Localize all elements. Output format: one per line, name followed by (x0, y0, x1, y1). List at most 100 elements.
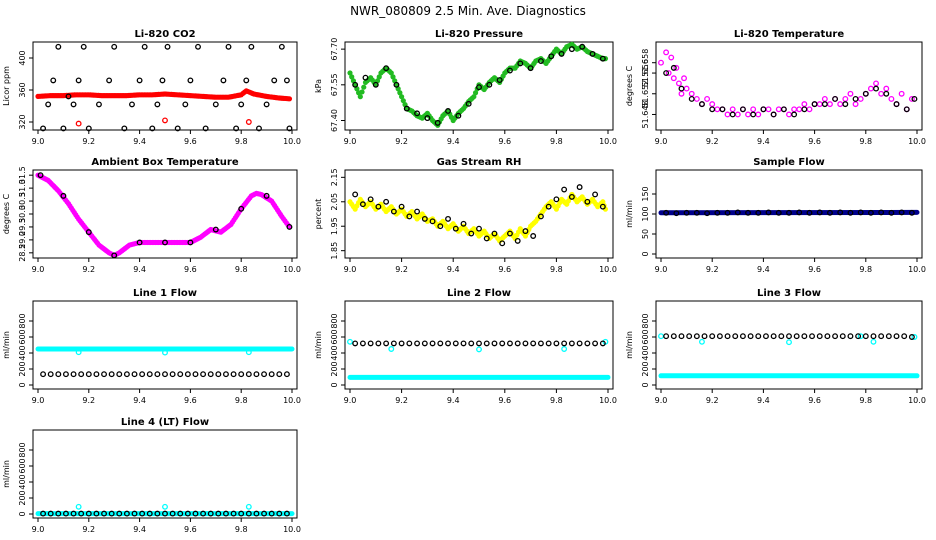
data-point (873, 85, 879, 92)
data-point (522, 228, 529, 235)
data-point (429, 218, 436, 225)
data-point (837, 209, 844, 216)
data-point (283, 371, 290, 378)
data-point (207, 510, 214, 517)
data-point (45, 101, 52, 108)
data-point (406, 340, 413, 347)
panel-8: Line 2 Flow ml/min 9.0 9.2 9.4 9.6 9.8 10.0 0 200… (314, 288, 617, 405)
data-point (93, 371, 100, 378)
data-point (108, 510, 115, 517)
data-point (514, 237, 521, 244)
x-tick-label: 9.8 (859, 137, 872, 146)
data-point (195, 43, 201, 50)
data-series (35, 88, 293, 102)
x-tick-label: 10.0 (283, 137, 301, 146)
x-tick-label: 9.6 (808, 137, 821, 146)
y-tick-label: 800 (641, 313, 650, 328)
data-point (472, 90, 479, 96)
x-tick-label: 10.0 (599, 265, 617, 274)
data-point (245, 503, 252, 510)
y-tick-label: 28.5 (18, 244, 27, 262)
data-point (352, 191, 359, 198)
data-point (734, 209, 741, 216)
x-tick-label: 9.0 (344, 137, 357, 146)
data-point (116, 371, 123, 378)
data-point (136, 77, 143, 84)
y-axis-label: Licor ppm (2, 66, 11, 106)
data-point (256, 125, 262, 132)
panel-grid: Li-820 CO2 Licor ppm 9.0 9.2 9.4 9.6 9.8 10.0 32… (2, 29, 926, 534)
x-tick-label: 9.2 (395, 265, 408, 274)
data-point (96, 101, 102, 108)
data-point (283, 77, 290, 84)
data-point (101, 371, 107, 378)
data-series (352, 184, 606, 247)
data-point (693, 333, 700, 340)
data-point (116, 510, 123, 517)
data-point (253, 371, 260, 378)
data-point (62, 510, 69, 517)
data-point (765, 106, 772, 113)
data-point (139, 371, 146, 378)
data-point (424, 115, 431, 122)
data-series (35, 172, 293, 259)
data-series (663, 209, 915, 217)
data-point (184, 371, 191, 378)
x-tick-label: 9.0 (32, 137, 45, 146)
data-point (745, 111, 751, 118)
data-point (729, 106, 736, 113)
data-point (568, 340, 575, 347)
data-point (139, 510, 146, 517)
data-point (159, 77, 166, 84)
data-point (816, 209, 823, 216)
y-tick-label: 2.15 (330, 168, 339, 186)
data-point (832, 333, 839, 340)
data-series (663, 64, 918, 118)
data-series (658, 49, 915, 118)
data-point (200, 510, 207, 517)
data-point (47, 510, 54, 517)
data-point (507, 67, 513, 74)
data-point (421, 340, 428, 347)
x-tick-label: 9.4 (757, 137, 770, 146)
x-tick-label: 9.6 (498, 265, 511, 274)
data-point (589, 50, 596, 57)
data-point (398, 340, 405, 347)
data-point (870, 338, 877, 345)
data-point (471, 94, 477, 100)
data-point (367, 196, 374, 203)
x-tick-label: 9.2 (82, 525, 95, 534)
data-point (162, 117, 168, 124)
data-point (579, 43, 586, 50)
data-series (75, 349, 252, 356)
data-point (245, 349, 252, 356)
data-point (40, 371, 47, 378)
data-point (271, 77, 278, 84)
data-point (37, 172, 44, 179)
data-point (827, 209, 833, 216)
data-point (359, 340, 366, 347)
data-point (561, 346, 568, 352)
data-point (278, 43, 285, 50)
data-point (663, 209, 670, 216)
data-point (154, 101, 161, 108)
data-point (786, 209, 792, 216)
data-point (568, 46, 575, 53)
data-point (796, 209, 803, 216)
y-tick-label: 200 (18, 490, 27, 505)
data-point (400, 98, 406, 104)
data-point (129, 101, 135, 108)
data-point (898, 90, 905, 97)
data-point (106, 77, 113, 84)
data-point (699, 101, 705, 108)
data-point (286, 96, 293, 102)
x-tick-label: 9.2 (706, 137, 719, 146)
x-tick-label: 9.6 (498, 137, 511, 146)
data-point (182, 101, 189, 108)
x-tick-label: 9.4 (447, 396, 460, 405)
data-point (883, 90, 890, 97)
data-series (75, 503, 252, 510)
x-tick-label: 9.0 (344, 396, 357, 405)
data-point (678, 333, 685, 340)
y-tick-label: 400 (641, 345, 650, 360)
